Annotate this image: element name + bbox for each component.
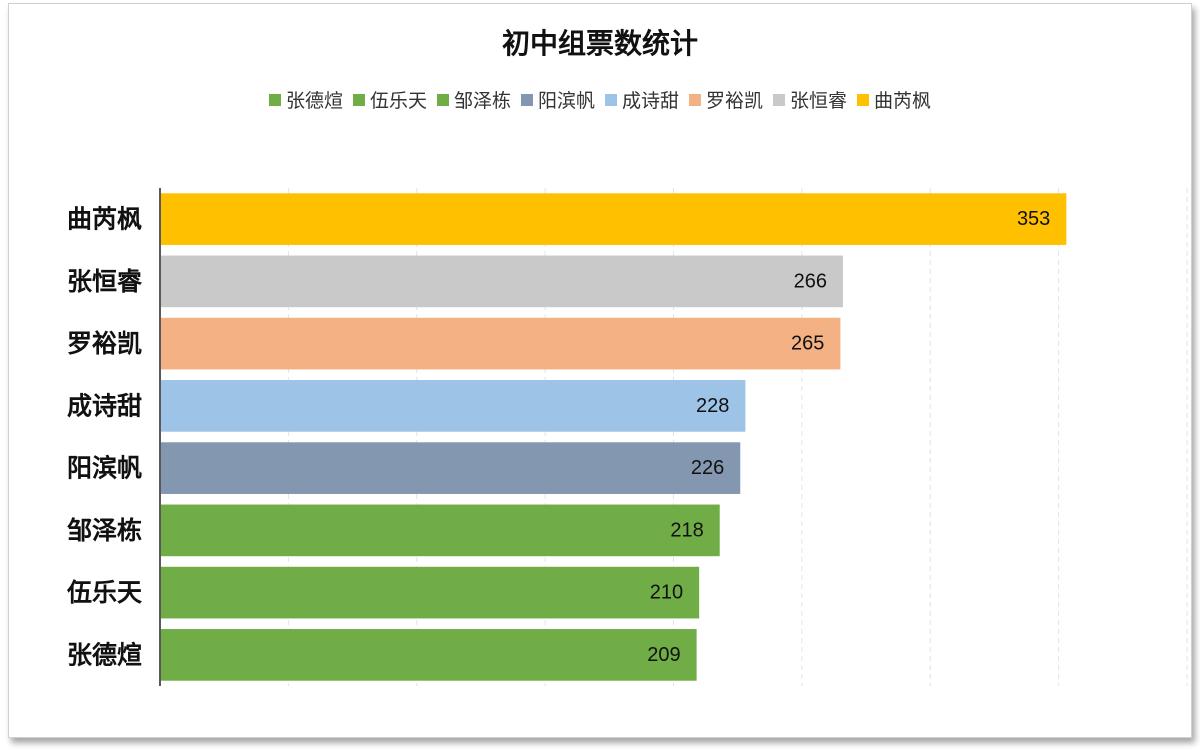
legend-swatch: [520, 93, 533, 106]
category-label: 邹泽栋: [67, 516, 142, 545]
category-label: 罗裕凯: [67, 329, 142, 358]
legend-item: 成诗甜: [605, 86, 679, 113]
legend-label: 曲芮枫: [874, 90, 932, 112]
legend-label: 成诗甜: [622, 90, 680, 112]
chart-legend: 张德煊 伍乐天 邹泽栋 阳滨帆 成诗甜 罗裕凯 张恒睿 曲芮枫: [0, 86, 1200, 113]
bar: [160, 504, 720, 557]
legend-swatch: [689, 93, 702, 106]
bar: [160, 629, 697, 681]
bar: [160, 380, 746, 432]
legend-swatch: [605, 93, 617, 106]
legend-swatch: [268, 93, 281, 106]
legend-label: 张德煊: [285, 90, 343, 112]
data-label: 209: [647, 644, 680, 666]
legend-label: 伍乐天: [369, 90, 427, 112]
chart-title: 初中组票数统计: [501, 27, 698, 60]
data-label: 228: [696, 395, 729, 417]
bar: [160, 442, 741, 494]
legend-label: 张恒睿: [790, 90, 848, 112]
legend-item: 罗裕凯: [689, 86, 763, 113]
legend-item: 伍乐天: [352, 86, 427, 113]
category-label: 阳滨帆: [67, 454, 142, 483]
bar: [160, 317, 841, 370]
legend-item: 曲芮枫: [857, 86, 931, 113]
data-label: 353: [1017, 208, 1050, 230]
category-label: 张恒睿: [67, 267, 143, 296]
legend-swatch: [352, 93, 365, 106]
legend-swatch: [436, 93, 449, 106]
legend-swatch: [773, 93, 786, 106]
category-label: 伍乐天: [67, 578, 142, 607]
data-label: 266: [794, 270, 827, 292]
data-label: 226: [691, 457, 724, 479]
data-label: 218: [670, 519, 703, 541]
legend-label: 罗裕凯: [706, 90, 764, 112]
category-label: 成诗甜: [67, 391, 142, 420]
legend-item: 邹泽栋: [436, 86, 511, 113]
category-label: 曲芮枫: [67, 205, 142, 234]
data-label: 265: [791, 333, 824, 355]
category-label: 张德煊: [67, 640, 142, 669]
legend-swatch: [857, 93, 870, 106]
bar: [160, 255, 843, 308]
bar: [160, 566, 700, 619]
bar: [160, 193, 1067, 245]
legend-item: 张恒睿: [773, 86, 847, 113]
legend-item: 阳滨帆: [520, 86, 595, 113]
legend-label: 阳滨帆: [537, 90, 595, 112]
legend-label: 邹泽栋: [453, 90, 511, 112]
legend-item: 张德煊: [268, 86, 343, 113]
data-label: 210: [650, 582, 683, 604]
